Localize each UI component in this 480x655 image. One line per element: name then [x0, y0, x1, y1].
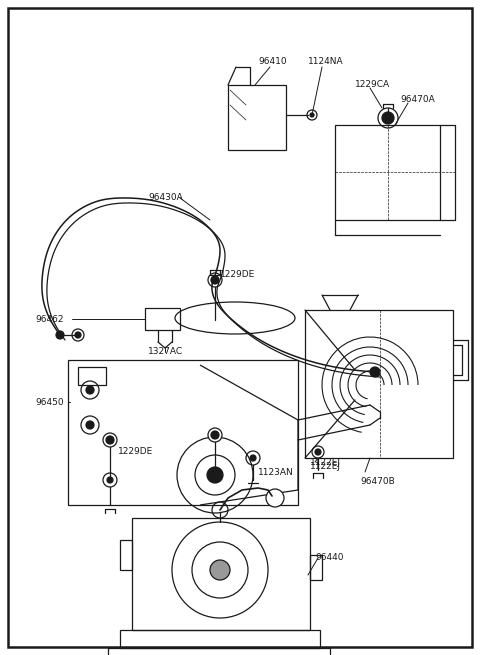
- Text: 1229CA: 1229CA: [355, 80, 390, 89]
- Text: 96470A: 96470A: [400, 95, 435, 104]
- Text: 1229DE: 1229DE: [220, 270, 255, 279]
- Circle shape: [103, 433, 117, 447]
- Circle shape: [86, 386, 94, 394]
- Bar: [310, 555, 322, 580]
- Circle shape: [250, 455, 256, 461]
- Bar: [120, 630, 320, 648]
- Bar: [132, 518, 310, 630]
- Bar: [145, 308, 180, 330]
- Text: 1122EJ: 1122EJ: [310, 458, 341, 467]
- Text: 96430A: 96430A: [148, 193, 183, 202]
- Bar: [108, 648, 330, 655]
- Text: 96462: 96462: [35, 315, 63, 324]
- Circle shape: [207, 467, 223, 483]
- Bar: [335, 125, 440, 220]
- Text: 96410: 96410: [258, 57, 287, 66]
- Circle shape: [210, 560, 230, 580]
- Bar: [120, 540, 132, 570]
- Circle shape: [382, 112, 394, 124]
- Text: 1124NA: 1124NA: [308, 57, 344, 66]
- Circle shape: [266, 489, 284, 507]
- Bar: [305, 310, 453, 458]
- Circle shape: [312, 446, 324, 458]
- Bar: [68, 360, 298, 505]
- Circle shape: [106, 436, 114, 444]
- Text: 1122EJ: 1122EJ: [310, 462, 341, 471]
- Text: 96470B: 96470B: [360, 477, 395, 486]
- Bar: [78, 367, 106, 385]
- Circle shape: [211, 431, 219, 439]
- Circle shape: [211, 276, 219, 284]
- Text: 96440: 96440: [315, 553, 344, 562]
- Circle shape: [307, 110, 317, 120]
- Circle shape: [208, 428, 222, 442]
- Text: 96450: 96450: [35, 398, 64, 407]
- Circle shape: [310, 113, 314, 117]
- Circle shape: [107, 477, 113, 483]
- Circle shape: [370, 367, 380, 377]
- Text: 1123AN: 1123AN: [258, 468, 294, 477]
- Text: 1229DE: 1229DE: [118, 447, 153, 456]
- Circle shape: [86, 421, 94, 429]
- Circle shape: [208, 273, 222, 287]
- Circle shape: [56, 331, 64, 339]
- Circle shape: [75, 332, 81, 338]
- Circle shape: [315, 449, 321, 455]
- Bar: [228, 85, 286, 150]
- Text: 1327AC: 1327AC: [148, 347, 183, 356]
